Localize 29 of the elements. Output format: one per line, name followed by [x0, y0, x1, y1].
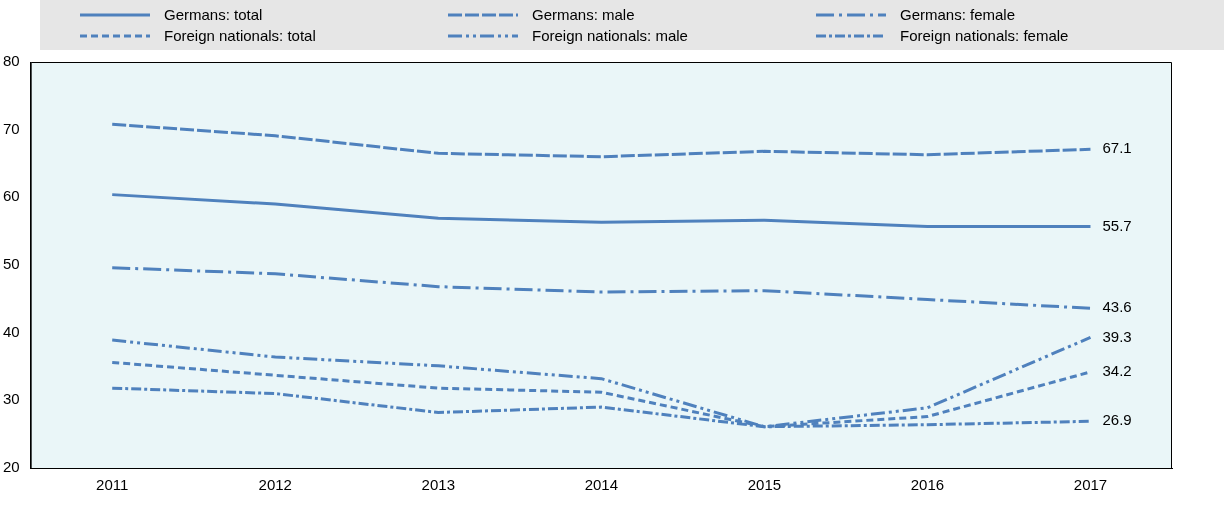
y-tick-label: 50	[3, 255, 20, 273]
legend-label: Germans: female	[900, 6, 1016, 23]
data-label: 55.7	[1102, 216, 1132, 234]
legend-label: Germans: male	[532, 6, 635, 23]
x-tick-label: 2013	[421, 476, 455, 494]
x-tick-label: 2016	[910, 476, 945, 494]
legend-label: Foreign nationals: female	[900, 27, 1069, 44]
y-tick-label: 70	[3, 119, 20, 137]
legend-label: Germans: total	[164, 6, 263, 23]
data-label: 26.9	[1102, 411, 1132, 429]
y-tick-label: 40	[3, 322, 20, 340]
y-tick-label: 60	[3, 187, 20, 205]
data-label: 34.2	[1102, 362, 1132, 380]
y-tick-label: 30	[3, 390, 20, 408]
legend-label: Foreign nationals: total	[164, 27, 316, 44]
x-tick-label: 2011	[96, 476, 129, 494]
x-tick-label: 2017	[1073, 476, 1108, 494]
line-series	[110, 122, 1092, 159]
x-tick-label: 2014	[584, 476, 619, 494]
data-label: 39.3	[1102, 327, 1132, 345]
line-series	[110, 335, 1092, 429]
legend-label: Foreign nationals: male	[532, 27, 688, 44]
line-series	[110, 266, 1092, 310]
data-label: 43.6	[1102, 298, 1132, 316]
y-tick-label: 80	[3, 52, 20, 70]
x-tick-label: 2012	[258, 476, 292, 494]
data-label: 67.1	[1102, 139, 1132, 157]
y-tick-label: 20	[3, 458, 20, 476]
x-tick-label: 2015	[747, 476, 782, 494]
